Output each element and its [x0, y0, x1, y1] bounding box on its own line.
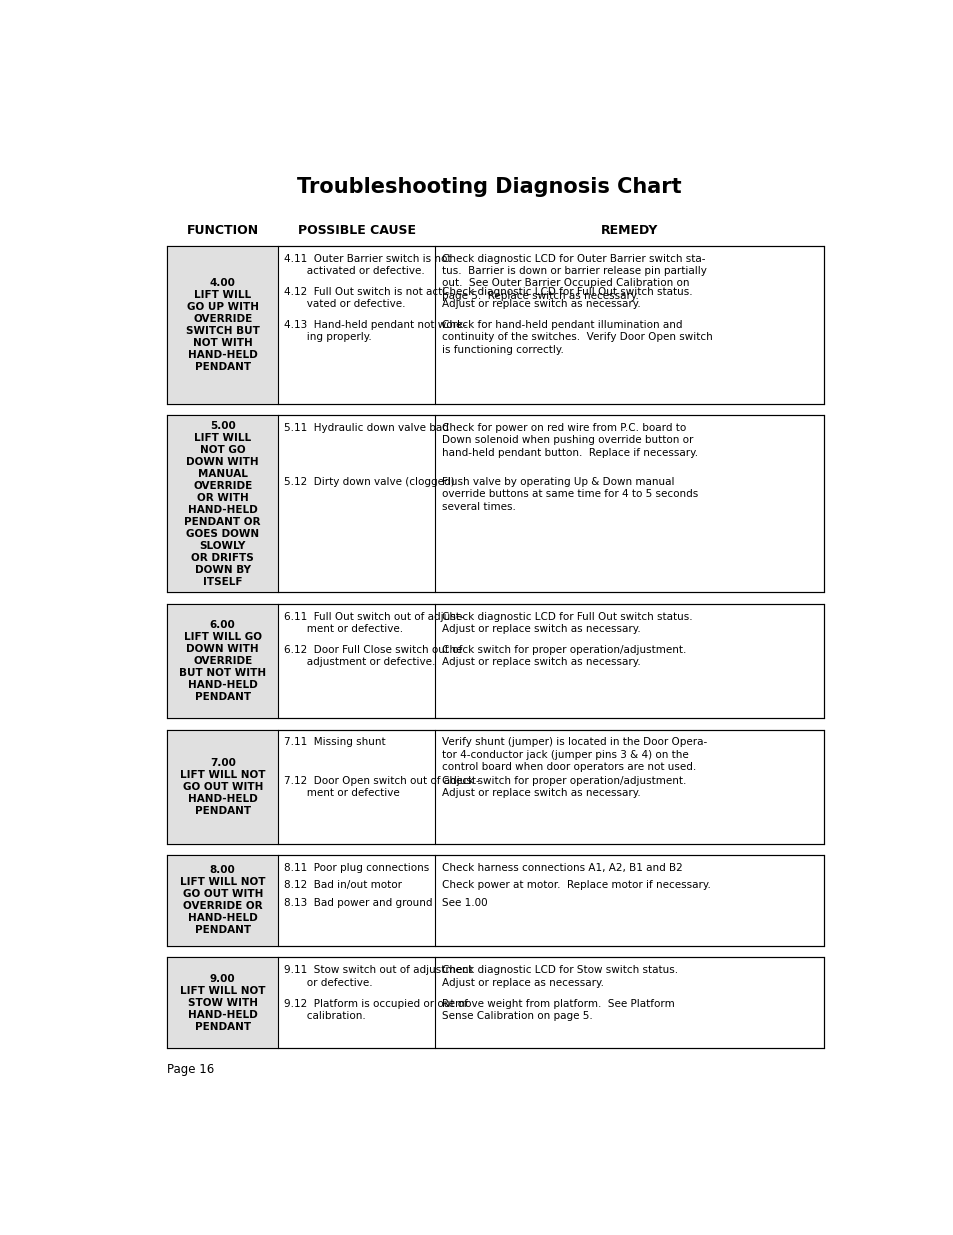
Bar: [167, 415, 278, 593]
Text: Check power at motor.  Replace motor if necessary.: Check power at motor. Replace motor if n…: [441, 881, 710, 890]
Text: 9.00
LIFT WILL NOT
STOW WITH
HAND-HELD
PENDANT: 9.00 LIFT WILL NOT STOW WITH HAND-HELD P…: [180, 974, 265, 1032]
Text: 6.12  Door Full Close switch out of
       adjustment or defective.: 6.12 Door Full Close switch out of adjus…: [284, 645, 462, 667]
Text: 9.12  Platform is occupied or out of
       calibration.: 9.12 Platform is occupied or out of cali…: [284, 999, 468, 1021]
Text: Check for power on red wire from P.C. board to
Down solenoid when pushing overri: Check for power on red wire from P.C. bo…: [441, 424, 697, 458]
Text: POSSIBLE CAUSE: POSSIBLE CAUSE: [297, 224, 416, 237]
Text: 8.11  Poor plug connections: 8.11 Poor plug connections: [284, 863, 429, 873]
Text: 4.12  Full Out switch is not acti-
       vated or defective.: 4.12 Full Out switch is not acti- vated …: [284, 287, 449, 309]
Text: 5.00
LIFT WILL
NOT GO
DOWN WITH
MANUAL
OVERRIDE
OR WITH
HAND-HELD
PENDANT OR
GOE: 5.00 LIFT WILL NOT GO DOWN WITH MANUAL O…: [184, 421, 261, 587]
Bar: [167, 415, 823, 593]
Bar: [167, 730, 823, 844]
Text: 7.11  Missing shunt: 7.11 Missing shunt: [284, 737, 386, 747]
Text: REMEDY: REMEDY: [600, 224, 658, 237]
Text: Check for hand-held pendant illumination and
continuity of the switches.  Verify: Check for hand-held pendant illumination…: [441, 320, 712, 354]
Bar: [167, 855, 823, 946]
Text: 4.13  Hand-held pendant not work-
       ing properly.: 4.13 Hand-held pendant not work- ing pro…: [284, 320, 467, 342]
Text: Check switch for proper operation/adjustment.
Adjust or replace switch as necess: Check switch for proper operation/adjust…: [441, 645, 685, 667]
Bar: [167, 604, 278, 718]
Text: 6.11  Full Out switch out of adjust-
       ment or defective.: 6.11 Full Out switch out of adjust- ment…: [284, 611, 463, 634]
Text: 7.12  Door Open switch out of adjust-
       ment or defective: 7.12 Door Open switch out of adjust- men…: [284, 776, 479, 798]
Text: Page 16: Page 16: [167, 1063, 214, 1077]
Text: 8.13  Bad power and ground: 8.13 Bad power and ground: [284, 898, 433, 908]
Text: 8.00
LIFT WILL NOT
GO OUT WITH
OVERRIDE OR
HAND-HELD
PENDANT: 8.00 LIFT WILL NOT GO OUT WITH OVERRIDE …: [180, 866, 265, 935]
Bar: [167, 246, 823, 404]
Text: See 1.00: See 1.00: [441, 898, 487, 908]
Text: 9.11  Stow switch out of adjustment
       or defective.: 9.11 Stow switch out of adjustment or de…: [284, 966, 473, 988]
Text: 5.12  Dirty down valve (clogged): 5.12 Dirty down valve (clogged): [284, 477, 455, 487]
Text: 7.00
LIFT WILL NOT
GO OUT WITH
HAND-HELD
PENDANT: 7.00 LIFT WILL NOT GO OUT WITH HAND-HELD…: [180, 757, 265, 815]
Text: 4.11  Outer Barrier switch is not
       activated or defective.: 4.11 Outer Barrier switch is not activat…: [284, 253, 452, 277]
Text: Check switch for proper operation/adjustment.
Adjust or replace switch as necess: Check switch for proper operation/adjust…: [441, 776, 685, 798]
Bar: [167, 957, 278, 1049]
Text: Flush valve by operating Up & Down manual
override buttons at same time for 4 to: Flush valve by operating Up & Down manua…: [441, 477, 698, 511]
Text: 6.00
LIFT WILL GO
DOWN WITH
OVERRIDE
BUT NOT WITH
HAND-HELD
PENDANT: 6.00 LIFT WILL GO DOWN WITH OVERRIDE BUT…: [179, 620, 266, 701]
Text: 4.00
LIFT WILL
GO UP WITH
OVERRIDE
SWITCH BUT
NOT WITH
HAND-HELD
PENDANT: 4.00 LIFT WILL GO UP WITH OVERRIDE SWITC…: [186, 278, 259, 372]
Text: 5.11  Hydraulic down valve bad: 5.11 Hydraulic down valve bad: [284, 424, 449, 433]
Bar: [167, 855, 278, 946]
Bar: [167, 730, 278, 844]
Bar: [167, 604, 823, 718]
Text: Check diagnostic LCD for Stow switch status.
Adjust or replace as necessary.: Check diagnostic LCD for Stow switch sta…: [441, 966, 677, 988]
Bar: [167, 246, 278, 404]
Text: Check diagnostic LCD for Full Out switch status.
Adjust or replace switch as nec: Check diagnostic LCD for Full Out switch…: [441, 611, 692, 634]
Text: 8.12  Bad in/out motor: 8.12 Bad in/out motor: [284, 881, 402, 890]
Text: Remove weight from platform.  See Platform
Sense Calibration on page 5.: Remove weight from platform. See Platfor…: [441, 999, 674, 1021]
Text: FUNCTION: FUNCTION: [187, 224, 258, 237]
Text: Troubleshooting Diagnosis Chart: Troubleshooting Diagnosis Chart: [296, 177, 680, 196]
Text: Check diagnostic LCD for Full Out switch status.
Adjust or replace switch as nec: Check diagnostic LCD for Full Out switch…: [441, 287, 692, 309]
Text: Check harness connections A1, A2, B1 and B2: Check harness connections A1, A2, B1 and…: [441, 863, 681, 873]
Text: Verify shunt (jumper) is located in the Door Opera-
tor 4-conductor jack (jumper: Verify shunt (jumper) is located in the …: [441, 737, 706, 772]
Text: Check diagnostic LCD for Outer Barrier switch sta-
tus.  Barrier is down or barr: Check diagnostic LCD for Outer Barrier s…: [441, 253, 706, 301]
Bar: [167, 957, 823, 1049]
